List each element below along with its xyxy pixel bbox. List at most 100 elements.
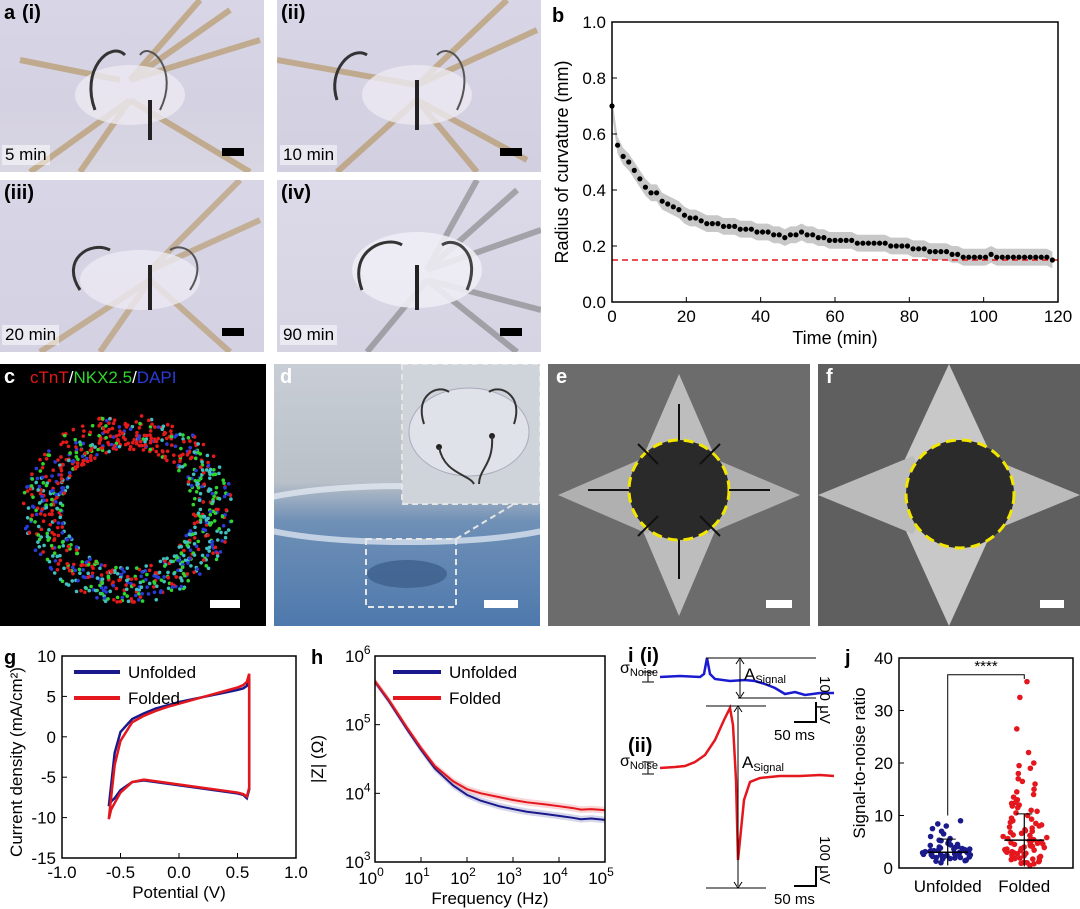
- scale-bar-a-ii: [500, 148, 522, 156]
- data-point: [837, 237, 844, 243]
- y-tick-label: 30: [874, 702, 893, 721]
- y-axis-label: |Z| (Ω): [308, 735, 327, 783]
- scale-bar-c: [210, 600, 240, 608]
- x-tick-label: 0.0: [167, 863, 191, 882]
- data-point: [704, 221, 710, 227]
- y-tick-label: 0: [884, 859, 893, 878]
- micrograph-f: [818, 364, 1080, 626]
- x-tick-label: Folded: [998, 877, 1050, 896]
- time-label-90min: 90 min: [280, 325, 338, 345]
- data-point: [787, 232, 793, 238]
- data-point: [626, 159, 632, 165]
- scale-bar-i-2: [794, 866, 817, 887]
- data-point: [732, 223, 738, 229]
- x-axis-label: Time (min): [792, 328, 877, 348]
- data-point: [849, 237, 855, 243]
- panel-j-label: j: [844, 647, 851, 669]
- data-point: [1011, 841, 1018, 848]
- data-point: [681, 212, 688, 218]
- data-point: [1013, 810, 1019, 816]
- data-point: [1028, 816, 1035, 822]
- data-point: [966, 254, 972, 260]
- x-tick-label: 40: [751, 307, 770, 326]
- band-folded: [375, 677, 605, 814]
- trace-folded: [659, 704, 835, 861]
- data-point: [1034, 808, 1040, 815]
- data-point: [922, 848, 929, 855]
- data-point: [1017, 855, 1023, 861]
- data-point: [1031, 861, 1037, 867]
- panel-i-sub1-label: (i): [640, 645, 659, 667]
- data-point: [947, 842, 954, 848]
- data-point: [1005, 254, 1011, 260]
- data-point: [955, 251, 961, 257]
- x-tick-label: 120: [1044, 307, 1072, 326]
- data-point: [934, 821, 941, 827]
- y-tick-label: 10: [37, 647, 56, 666]
- data-point: [804, 232, 810, 238]
- panel-d-label: d: [280, 366, 293, 388]
- y-axis-label: Radius of curvature (mm): [552, 60, 572, 263]
- photo-a-ii: [277, 0, 541, 172]
- data-point: [910, 246, 916, 252]
- data-point: [971, 254, 977, 260]
- data-point: [1009, 803, 1016, 809]
- data-point: [904, 243, 911, 249]
- y-tick-label: 104: [345, 780, 371, 803]
- y-tick-label: 103: [345, 849, 371, 872]
- data-point: [1038, 254, 1044, 260]
- confidence-band: [612, 97, 1053, 269]
- data-point: [1044, 254, 1050, 260]
- data-point: [943, 249, 950, 255]
- data-point: [676, 207, 682, 213]
- sigma-noise-2: σNoise: [620, 753, 658, 772]
- data-point: [865, 240, 872, 246]
- data-point: [949, 251, 955, 257]
- x-tick-label: 101: [404, 865, 430, 888]
- data-point: [620, 153, 626, 159]
- scale-t-2: 50 ms: [774, 891, 815, 908]
- y-tick-label: 1.0: [582, 13, 606, 32]
- y-axis-label: Signal-to-noise ratio: [850, 687, 869, 838]
- y-tick-label: 10: [874, 807, 893, 826]
- data-point: [659, 198, 665, 204]
- chart-j: j 0 10 20 30 40 Unfolded Folded Signal-to-noise …: [844, 647, 1074, 896]
- data-point: [798, 229, 805, 235]
- plot-frame: [61, 655, 297, 859]
- x-tick-label: 20: [677, 307, 696, 326]
- data-point: [1013, 789, 1020, 795]
- data-point: [815, 235, 821, 241]
- chart-b: b 0 20 40 60 80 100 120 0.0 0.2 0.4 0.6 0.8 1.0 Time (…: [552, 5, 1072, 348]
- chart-g: g -1.0 -0.5 0.0 0.5 1.0 -15 -10 -5 0 5 10 Potential …: [4, 647, 308, 902]
- scale-bar-e: [766, 600, 792, 608]
- data-point: [977, 254, 983, 260]
- data-point: [921, 246, 927, 252]
- data-point: [928, 852, 935, 858]
- data-point: [720, 223, 727, 229]
- subpanel-a-i-label: (i): [22, 2, 41, 24]
- data-point: [737, 226, 743, 232]
- data-point: [888, 243, 894, 249]
- data-point: [1016, 762, 1022, 769]
- data-point: [947, 855, 954, 862]
- y-tick-label: 0.0: [582, 293, 606, 312]
- data-point: [947, 835, 953, 842]
- data-point: [1003, 848, 1009, 854]
- data-point: [826, 237, 833, 243]
- data-point: [1049, 257, 1056, 263]
- series-folded: [374, 680, 606, 812]
- panel-c-label: c: [4, 366, 16, 388]
- x-tick-label: Unfolded: [914, 877, 982, 896]
- data-point: [1024, 678, 1030, 685]
- scale-bar-a-i: [222, 148, 244, 156]
- y-tick-label: 5: [47, 687, 56, 706]
- legend-label: Folded: [449, 689, 501, 708]
- data-point: [715, 221, 721, 227]
- x-tick-label: -0.5: [106, 863, 135, 882]
- data-point: [1038, 822, 1045, 828]
- data-point: [966, 846, 973, 852]
- data-point: [687, 215, 693, 221]
- data-point: [959, 845, 966, 852]
- y-tick-label: -10: [31, 809, 56, 828]
- data-point: [648, 190, 654, 196]
